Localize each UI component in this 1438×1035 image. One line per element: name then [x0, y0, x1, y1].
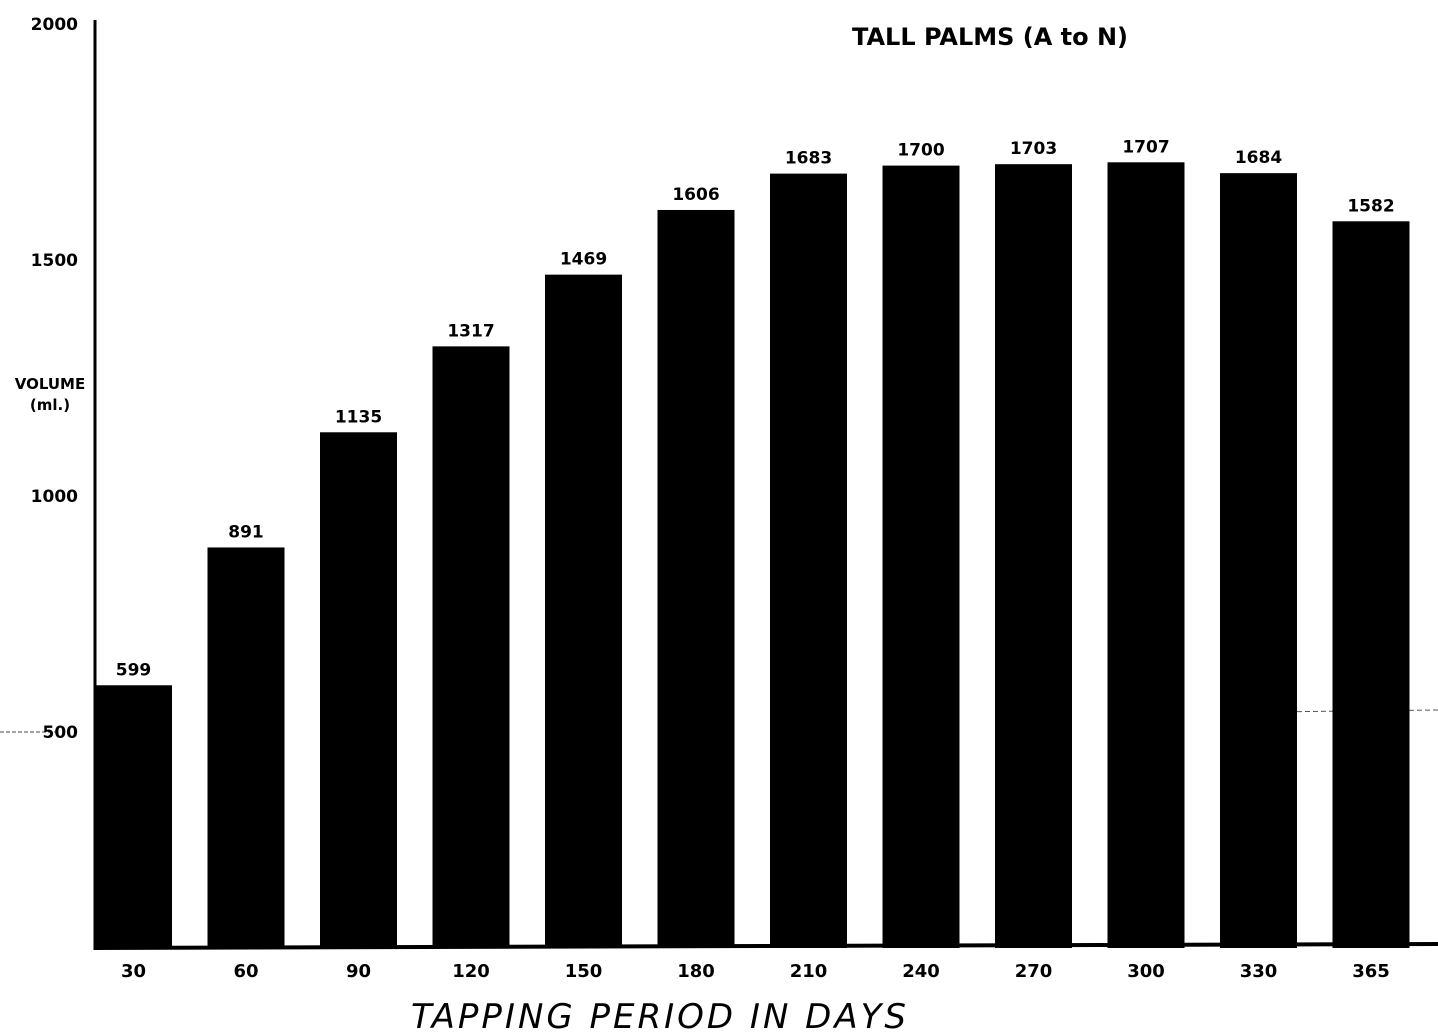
x-tick-label-30: 30	[121, 961, 146, 982]
bar-60	[207, 547, 285, 948]
chart-title: TALL PALMS (A to N)	[852, 23, 1128, 51]
data-label-330: 1684	[1235, 148, 1282, 168]
x-axis-line	[93, 942, 1438, 950]
data-label-210: 1683	[785, 149, 832, 169]
data-label-180: 1606	[672, 185, 719, 205]
x-ticks: 30 60 90 120 150 180 210 240 270 300 330 365	[121, 961, 1390, 982]
bar-300	[1107, 162, 1185, 948]
bar-365	[1332, 221, 1410, 948]
data-label-365: 1582	[1347, 196, 1394, 216]
bar-120	[432, 346, 510, 949]
y-tick-label-1500: 1500	[31, 251, 78, 271]
y-axis-label: VOLUME (ml.)	[15, 375, 85, 414]
x-tick-label-270: 270	[1015, 961, 1053, 982]
data-label-60: 891	[228, 522, 264, 542]
y-axis-label-line2: (ml.)	[30, 396, 70, 414]
bar-90	[320, 432, 397, 948]
y-ticks: 500 1000 1500 2000	[31, 15, 78, 743]
y-tick-label-2000: 2000	[31, 15, 78, 35]
bar-210	[770, 173, 847, 948]
data-label-120: 1317	[447, 321, 494, 341]
bar-330	[1220, 173, 1297, 949]
x-tick-label-300: 300	[1127, 961, 1165, 982]
data-label-150: 1469	[560, 250, 607, 270]
data-label-300: 1707	[1122, 137, 1169, 157]
bar-270	[995, 164, 1072, 948]
x-axis-label: TAPPING PERIOD IN DAYS	[411, 997, 909, 1035]
x-tick-label-365: 365	[1352, 961, 1390, 982]
bar-30	[95, 685, 172, 948]
y-tick-label-500: 500	[43, 723, 79, 743]
bar-150	[545, 274, 622, 949]
x-tick-label-90: 90	[346, 961, 371, 982]
bar-180	[657, 209, 735, 948]
bars	[95, 162, 1410, 949]
y-tick-label-1000: 1000	[31, 487, 78, 507]
bar-240	[882, 165, 960, 949]
data-label-270: 1703	[1010, 139, 1057, 159]
data-label-90: 1135	[335, 407, 382, 427]
data-labels: 599 891 1135 1317 1469 1606 1683 1700 1703 1707 16…	[116, 137, 1395, 680]
x-tick-label-60: 60	[233, 961, 258, 982]
x-tick-label-330: 330	[1240, 961, 1278, 982]
x-tick-label-240: 240	[902, 961, 940, 982]
data-label-30: 599	[116, 660, 152, 680]
x-tick-label-180: 180	[677, 961, 715, 982]
data-label-240: 1700	[897, 141, 944, 161]
y-axis-label-line1: VOLUME	[15, 375, 85, 393]
x-tick-label-210: 210	[790, 961, 828, 982]
x-tick-label-120: 120	[452, 961, 490, 982]
x-tick-label-150: 150	[565, 961, 603, 982]
